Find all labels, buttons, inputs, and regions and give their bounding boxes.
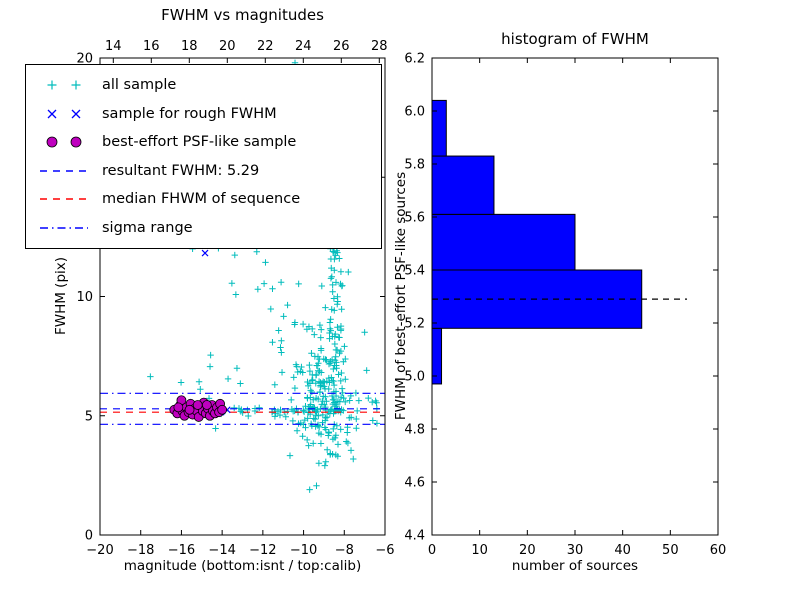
svg-text:−6: −6 (375, 543, 394, 558)
legend-label: sigma range (102, 219, 193, 236)
svg-text:60: 60 (710, 543, 727, 558)
svg-text:0: 0 (85, 529, 93, 544)
dashed-line-icon (40, 170, 88, 172)
histogram-title: histogram of FWHM (501, 30, 649, 48)
svg-text:16: 16 (143, 39, 160, 54)
svg-text:6.2: 6.2 (404, 52, 425, 67)
svg-text:40: 40 (614, 543, 631, 558)
svg-text:−12: −12 (249, 543, 276, 558)
legend-label: sample for rough FWHM (102, 105, 277, 122)
svg-text:14: 14 (105, 39, 122, 54)
svg-text:−10: −10 (290, 543, 317, 558)
svg-text:−18: −18 (127, 543, 154, 558)
legend: all sample sample for rough FWHM best-ef… (25, 64, 382, 249)
legend-label: resultant FWHM: 5.29 (102, 162, 260, 179)
legend-item-median-fwhm: median FHWM of sequence (36, 185, 371, 214)
scatter-title: FWHM vs magnitudes (161, 6, 324, 24)
svg-text:6.0: 6.0 (404, 105, 425, 120)
svg-text:−14: −14 (208, 543, 235, 558)
svg-text:4.8: 4.8 (404, 423, 425, 438)
dashdot-line-icon (40, 227, 88, 229)
legend-item-rough-fwhm: sample for rough FWHM (36, 100, 371, 129)
svg-text:5.0: 5.0 (404, 370, 425, 385)
svg-text:0: 0 (428, 543, 436, 558)
svg-text:50: 50 (662, 543, 679, 558)
svg-text:5.4: 5.4 (404, 264, 425, 279)
scatter-xlabel: magnitude (bottom:isnt / top:calib) (123, 558, 362, 574)
legend-item-sigma-range: sigma range (36, 214, 371, 243)
svg-text:30: 30 (567, 543, 584, 558)
svg-text:20: 20 (76, 52, 93, 67)
dashed-line-icon (40, 198, 88, 200)
svg-text:−8: −8 (335, 543, 354, 558)
svg-text:18: 18 (181, 39, 198, 54)
legend-label: all sample (102, 77, 177, 94)
legend-item-psf-sample: best-effort PSF-like sample (36, 128, 371, 157)
svg-text:−20: −20 (86, 543, 113, 558)
svg-text:22: 22 (257, 39, 274, 54)
svg-text:24: 24 (295, 39, 312, 54)
histogram-ylabel: FWHM of best-effort PSF-like sources (393, 171, 409, 421)
svg-text:5.6: 5.6 (404, 211, 425, 226)
legend-item-resultant-fwhm: resultant FWHM: 5.29 (36, 157, 371, 186)
svg-text:4.4: 4.4 (404, 529, 425, 544)
svg-text:20: 20 (519, 543, 536, 558)
svg-text:5.2: 5.2 (404, 317, 425, 332)
histogram-xlabel: number of sources (511, 558, 639, 574)
legend-item-all-sample: all sample (36, 71, 371, 100)
svg-text:4.6: 4.6 (404, 476, 425, 491)
svg-text:10: 10 (76, 290, 93, 305)
svg-text:28: 28 (371, 39, 388, 54)
svg-text:20: 20 (219, 39, 236, 54)
svg-text:5.8: 5.8 (404, 158, 425, 173)
legend-label: best-effort PSF-like sample (102, 134, 297, 151)
svg-text:26: 26 (333, 39, 350, 54)
legend-label: median FHWM of sequence (102, 191, 301, 208)
plus-marker-icon (47, 80, 81, 90)
svg-text:10: 10 (471, 543, 488, 558)
svg-text:5: 5 (85, 409, 93, 424)
x-marker-icon (47, 109, 81, 119)
circle-marker-icon (46, 136, 82, 148)
svg-text:−16: −16 (168, 543, 195, 558)
